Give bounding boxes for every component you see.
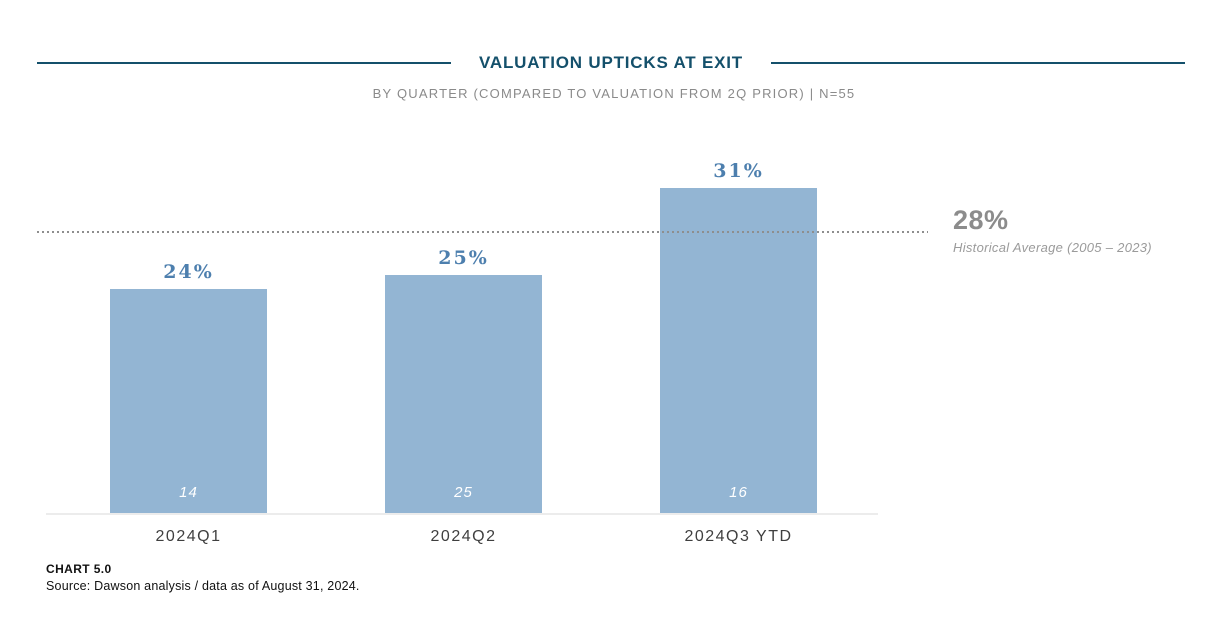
bar-group-2024q3-ytd: 31% 16 bbox=[660, 160, 817, 514]
bar-2024q3-ytd: 16 bbox=[660, 188, 817, 514]
historical-average-line bbox=[37, 231, 928, 233]
bar-value-label: 31% bbox=[713, 160, 764, 182]
x-axis-baseline bbox=[46, 513, 878, 515]
chart-number: CHART 5.0 bbox=[46, 562, 112, 576]
historical-average-caption: Historical Average (2005 – 2023) bbox=[953, 240, 1152, 255]
bar-value-label: 25% bbox=[438, 247, 489, 269]
title-rule-left bbox=[37, 62, 452, 64]
bar-value-label: 24% bbox=[163, 261, 214, 283]
x-axis-label-2024q1: 2024Q1 bbox=[155, 528, 222, 545]
historical-average-annotation: 28% Historical Average (2005 – 2023) bbox=[953, 204, 1152, 255]
chart-header: VALUATION UPTICKS AT EXIT bbox=[37, 53, 1186, 73]
title-rule-right bbox=[771, 62, 1186, 64]
bar-count-label: 14 bbox=[179, 484, 198, 501]
bar-group-2024q1: 24% 14 bbox=[110, 261, 267, 514]
chart-subtitle: BY QUARTER (COMPARED TO VALUATION FROM 2… bbox=[372, 86, 856, 101]
chart-footer: CHART 5.0 Source: Dawson analysis / data… bbox=[46, 562, 360, 593]
x-axis-label-2024q3-ytd: 2024Q3 YTD bbox=[684, 528, 793, 545]
historical-average-value: 28% bbox=[953, 205, 1009, 235]
source-note: Source: Dawson analysis / data as of Aug… bbox=[46, 579, 360, 593]
chart-title: VALUATION UPTICKS AT EXIT bbox=[479, 53, 743, 72]
x-axis-label-2024q2: 2024Q2 bbox=[430, 528, 497, 545]
bar-2024q2: 25 bbox=[385, 275, 542, 514]
bar-count-label: 16 bbox=[729, 484, 748, 501]
bar-count-label: 25 bbox=[454, 484, 473, 501]
bar-2024q1: 14 bbox=[110, 289, 267, 514]
bar-group-2024q2: 25% 25 bbox=[385, 247, 542, 514]
plot-area: 24% 14 25% 25 31% 16 bbox=[37, 144, 878, 515]
